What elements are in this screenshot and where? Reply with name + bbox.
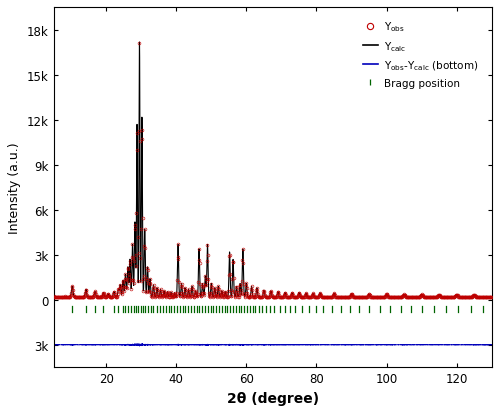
Legend: Y$_\mathregular{obs}$, Y$_\mathregular{calc}$, Y$_\mathregular{obs}$-Y$_\mathreg: Y$_\mathregular{obs}$, Y$_\mathregular{c… xyxy=(360,17,482,92)
Y-axis label: Intensity (a.u.): Intensity (a.u.) xyxy=(8,142,22,233)
X-axis label: 2θ (degree): 2θ (degree) xyxy=(226,391,318,405)
